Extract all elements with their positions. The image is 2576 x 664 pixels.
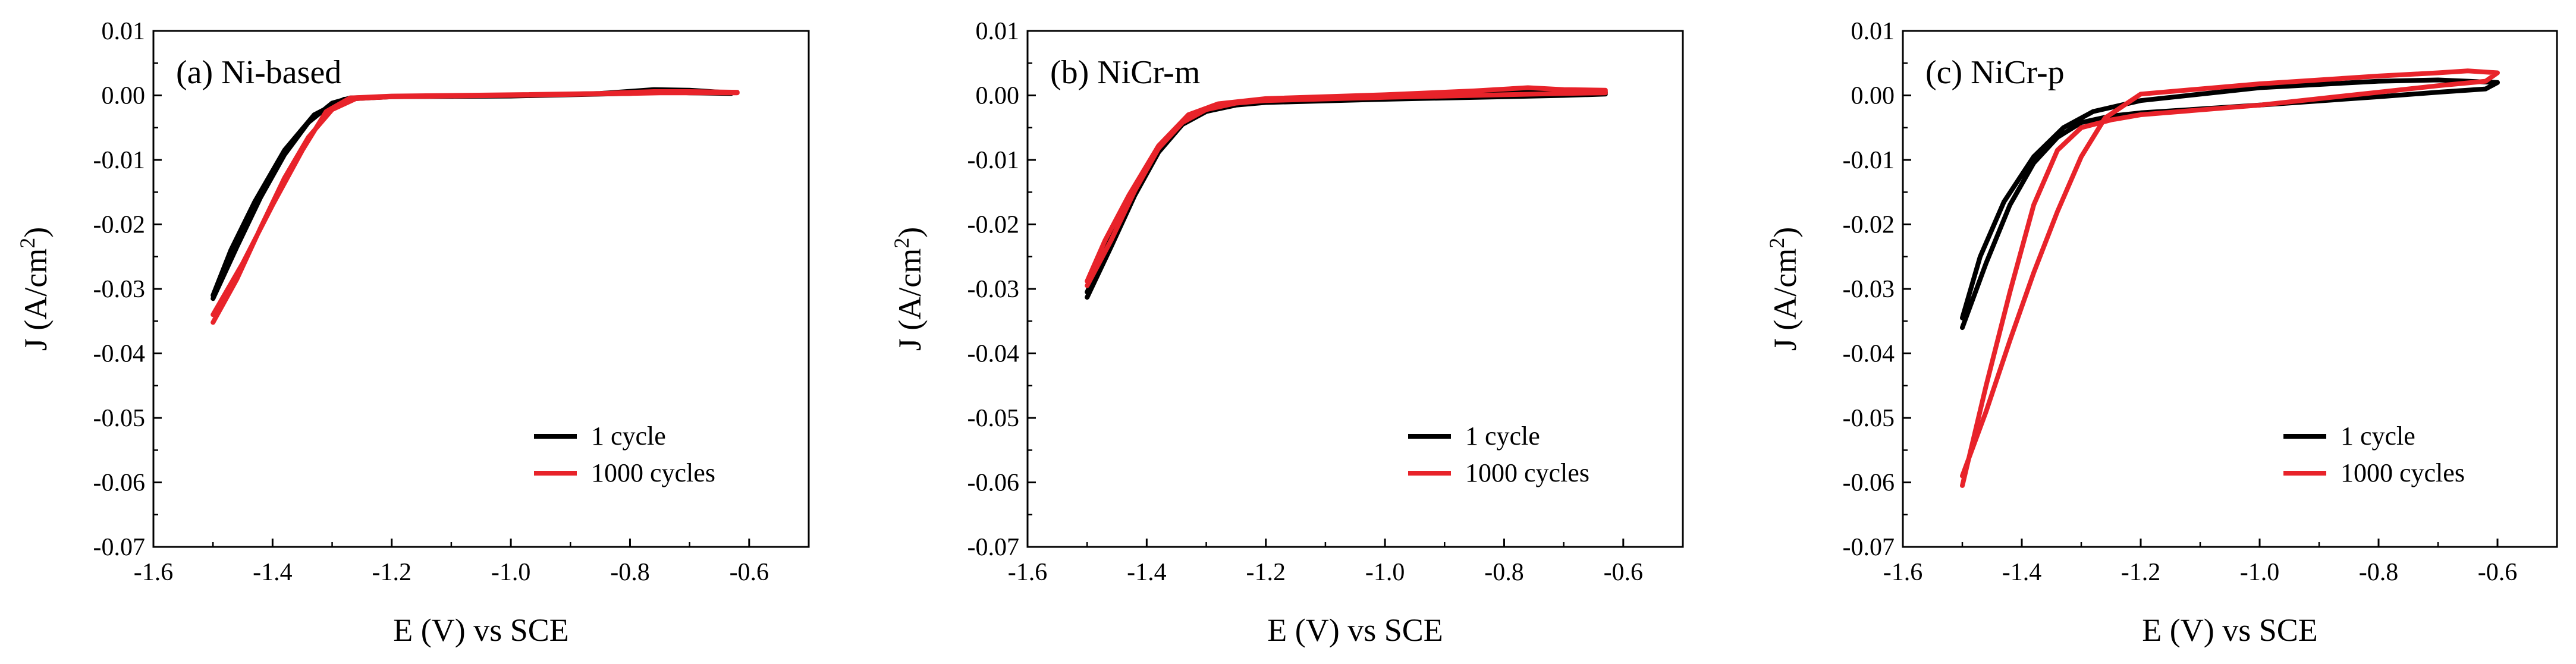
panel-label: (a) Ni-based xyxy=(176,54,341,91)
y-tick-label: -0.01 xyxy=(967,147,1020,174)
series-line-thousand-cycles xyxy=(211,89,740,325)
x-tick-label: -1.6 xyxy=(1883,559,1923,586)
x-tick-label: -1.4 xyxy=(1127,559,1167,586)
y-tick-label: -0.02 xyxy=(93,212,146,239)
y-axis-title-sup: 2 xyxy=(890,238,913,248)
x-tick-label: -1.4 xyxy=(253,559,293,586)
y-axis-title: J (A/cm2) xyxy=(1765,227,1803,351)
x-tick-label: -1.2 xyxy=(2121,559,2161,586)
y-axis-title-close: ) xyxy=(1767,227,1803,238)
y-tick-label: -0.01 xyxy=(93,147,146,174)
x-tick-label: -1.0 xyxy=(491,559,531,586)
legend-label: 1000 cycles xyxy=(2341,458,2465,487)
y-axis-title: J (A/cm2) xyxy=(15,227,54,351)
y-tick-label: -0.05 xyxy=(93,405,146,432)
y-tick-label: -0.05 xyxy=(1843,405,1895,432)
x-axis-title: E (V) vs SCE xyxy=(1267,612,1443,648)
series-line-one-cycle xyxy=(1085,87,1608,300)
legend-label: 1 cycle xyxy=(591,421,666,451)
y-axis-title-main: J (A/cm xyxy=(892,248,928,351)
y-tick-label: -0.06 xyxy=(967,470,1020,497)
y-tick-label: -0.02 xyxy=(967,212,1020,239)
series-line-thousand-cycles xyxy=(1960,68,2500,488)
y-tick-label: 0.00 xyxy=(1851,83,1895,110)
y-axis-title-sup: 2 xyxy=(15,238,39,248)
x-tick-label: -1.2 xyxy=(372,559,411,586)
y-tick-label: -0.03 xyxy=(1843,276,1895,303)
legend-label: 1000 cycles xyxy=(591,458,715,487)
x-tick-label: -1.4 xyxy=(2002,559,2042,586)
x-axis-title: E (V) vs SCE xyxy=(2142,612,2318,648)
x-tick-label: -1.6 xyxy=(134,559,174,586)
x-tick-label: -0.6 xyxy=(1604,559,1644,586)
y-tick-label: -0.07 xyxy=(967,534,1020,561)
legend-label: 1 cycle xyxy=(2341,421,2415,451)
legend-label: 1000 cycles xyxy=(1465,458,1589,487)
y-axis-title-close: ) xyxy=(18,227,54,238)
x-tick-label: -0.6 xyxy=(730,559,769,586)
x-tick-label: -1.0 xyxy=(1365,559,1405,586)
x-tick-label: -0.8 xyxy=(610,559,650,586)
y-tick-label: -0.04 xyxy=(967,341,1020,368)
x-tick-label: -1.6 xyxy=(1008,559,1048,586)
y-tick-label: -0.05 xyxy=(967,405,1020,432)
y-tick-label: -0.03 xyxy=(967,276,1020,303)
x-tick-label: -1.0 xyxy=(2240,559,2280,586)
chart-panel-1: -1.6 -1.4 -1.2 -1.0 -0.8 -0.6 0.01 0.00 -0.01 -0.… xyxy=(15,18,810,648)
y-tick-label: 0.00 xyxy=(102,83,146,110)
y-axis-title-main: J (A/cm xyxy=(1767,248,1803,351)
series-line-one-cycle xyxy=(211,87,734,301)
y-tick-label: -0.04 xyxy=(93,341,146,368)
panel-label: (c) NiCr-p xyxy=(1925,54,2065,91)
y-tick-label: -0.06 xyxy=(1843,470,1895,497)
x-tick-label: -0.8 xyxy=(1484,559,1524,586)
x-axis-title: E (V) vs SCE xyxy=(393,612,569,648)
y-tick-label: 0.01 xyxy=(1851,18,1895,45)
y-tick-label: -0.07 xyxy=(1843,534,1895,561)
y-axis-title-close: ) xyxy=(892,227,928,238)
series-line-one-cycle xyxy=(1960,77,2500,331)
y-axis-title-sup: 2 xyxy=(1765,238,1789,248)
y-tick-label: 0.01 xyxy=(976,18,1020,45)
y-tick-label: 0.00 xyxy=(976,83,1020,110)
chart-panel-2: -1.6 -1.4 -1.2 -1.0 -0.8 -0.6 0.01 0.00 -0.01 -0.… xyxy=(890,18,1684,648)
y-tick-label: 0.01 xyxy=(102,18,146,45)
y-tick-label: -0.01 xyxy=(1843,147,1895,174)
series-line-thousand-cycles xyxy=(1085,85,1608,288)
chart-panel-3: -1.6 -1.4 -1.2 -1.0 -0.8 -0.6 0.01 0.00 -0.01 -0.… xyxy=(1765,18,2558,648)
x-tick-label: -0.8 xyxy=(2359,559,2399,586)
legend-label: 1 cycle xyxy=(1465,421,1540,451)
x-tick-label: -0.6 xyxy=(2478,559,2518,586)
y-tick-label: -0.07 xyxy=(93,534,146,561)
x-tick-label: -1.2 xyxy=(1246,559,1286,586)
y-tick-label: -0.06 xyxy=(93,470,146,497)
y-axis-title: J (A/cm2) xyxy=(890,227,928,351)
panel-label: (b) NiCr-m xyxy=(1050,54,1200,91)
y-tick-label: -0.02 xyxy=(1843,212,1895,239)
y-tick-label: -0.03 xyxy=(93,276,146,303)
y-tick-label: -0.04 xyxy=(1843,341,1895,368)
y-axis-title-main: J (A/cm xyxy=(18,248,54,351)
